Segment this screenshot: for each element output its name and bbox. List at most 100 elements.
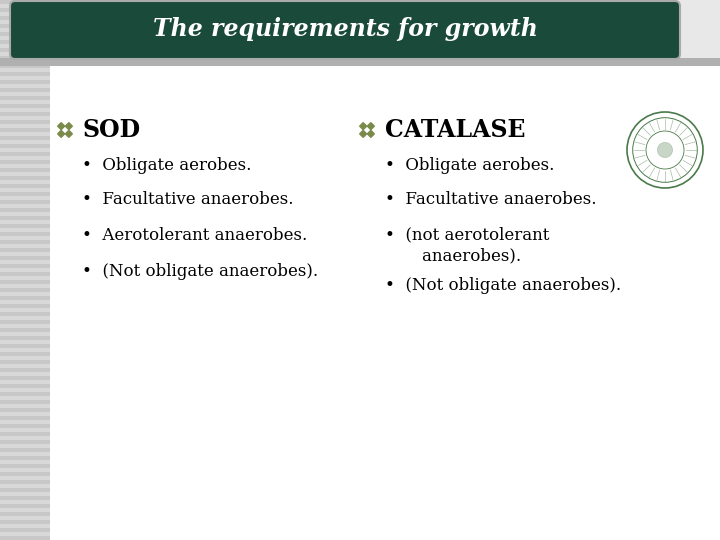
Text: •  Obligate aerobes.: • Obligate aerobes. xyxy=(82,157,251,173)
Bar xyxy=(0,180,50,184)
Bar xyxy=(0,64,50,68)
Bar xyxy=(0,428,50,432)
Bar xyxy=(0,524,50,528)
Bar xyxy=(0,356,50,360)
Bar xyxy=(0,500,50,504)
Bar xyxy=(0,444,50,448)
Polygon shape xyxy=(66,123,72,130)
Bar xyxy=(0,336,50,340)
Bar xyxy=(0,424,50,428)
Polygon shape xyxy=(58,123,65,130)
Bar xyxy=(0,116,50,120)
Bar xyxy=(0,468,50,472)
Bar xyxy=(0,56,50,60)
Bar xyxy=(0,260,50,264)
Bar xyxy=(0,488,50,492)
Bar xyxy=(0,376,50,380)
Bar xyxy=(0,104,50,108)
Bar xyxy=(0,304,50,308)
Bar xyxy=(0,140,50,144)
Bar xyxy=(0,352,50,356)
Bar xyxy=(0,432,50,436)
Bar xyxy=(0,36,50,40)
Circle shape xyxy=(657,143,672,158)
Text: •  Obligate aerobes.: • Obligate aerobes. xyxy=(385,157,554,173)
Bar xyxy=(0,280,50,284)
Bar xyxy=(50,58,720,540)
Bar xyxy=(0,124,50,128)
Bar xyxy=(0,58,720,66)
Bar xyxy=(0,40,50,44)
Bar xyxy=(0,512,50,516)
Bar xyxy=(0,212,50,216)
Bar xyxy=(0,436,50,440)
Bar xyxy=(0,92,50,96)
Bar xyxy=(0,508,50,512)
Bar xyxy=(0,184,50,188)
Text: •  Facultative anaerobes.: • Facultative anaerobes. xyxy=(385,192,596,208)
Bar xyxy=(0,224,50,228)
Bar xyxy=(0,472,50,476)
Bar xyxy=(0,232,50,236)
Bar xyxy=(0,204,50,208)
Polygon shape xyxy=(367,130,374,137)
Bar xyxy=(0,216,50,220)
Bar xyxy=(0,324,50,328)
Bar xyxy=(0,80,50,84)
Text: SOD: SOD xyxy=(82,118,140,142)
Bar xyxy=(0,316,50,320)
Bar xyxy=(0,228,50,232)
Bar xyxy=(0,460,50,464)
Bar xyxy=(0,32,50,36)
Bar xyxy=(0,112,50,116)
Bar xyxy=(0,496,50,500)
Bar xyxy=(0,388,50,392)
Bar xyxy=(0,68,50,72)
Bar xyxy=(0,8,50,12)
Bar xyxy=(0,448,50,452)
Text: anaerobes).: anaerobes). xyxy=(401,247,521,265)
Bar xyxy=(0,504,50,508)
Bar xyxy=(0,284,50,288)
Bar xyxy=(0,16,50,20)
Polygon shape xyxy=(58,130,65,137)
Bar xyxy=(0,4,50,8)
Bar xyxy=(0,208,50,212)
Bar xyxy=(0,360,50,364)
Bar xyxy=(0,244,50,248)
Bar xyxy=(0,252,50,256)
Bar xyxy=(0,172,50,176)
Bar xyxy=(0,392,50,396)
Bar xyxy=(0,384,50,388)
Bar xyxy=(0,492,50,496)
Bar xyxy=(0,128,50,132)
Polygon shape xyxy=(360,130,366,137)
Bar xyxy=(0,236,50,240)
Bar xyxy=(0,536,50,540)
Bar xyxy=(0,516,50,520)
Bar xyxy=(0,308,50,312)
Bar xyxy=(0,60,50,64)
Bar xyxy=(0,452,50,456)
Bar xyxy=(0,484,50,488)
Bar xyxy=(0,72,50,76)
Bar xyxy=(0,176,50,180)
Bar xyxy=(0,248,50,252)
Bar xyxy=(0,76,50,80)
Bar xyxy=(0,480,50,484)
Bar xyxy=(0,144,50,148)
Bar xyxy=(0,420,50,424)
Bar xyxy=(0,464,50,468)
Text: The requirements for growth: The requirements for growth xyxy=(153,17,537,41)
Text: •  Aerotolerant anaerobes.: • Aerotolerant anaerobes. xyxy=(82,226,307,244)
Text: CATALASE: CATALASE xyxy=(385,118,526,142)
Bar xyxy=(0,164,50,168)
Bar xyxy=(0,300,50,304)
Bar xyxy=(0,292,50,296)
Bar xyxy=(0,372,50,376)
Bar xyxy=(0,132,50,136)
Bar xyxy=(0,120,50,124)
Bar xyxy=(0,364,50,368)
Bar xyxy=(0,320,50,324)
Polygon shape xyxy=(66,130,72,137)
